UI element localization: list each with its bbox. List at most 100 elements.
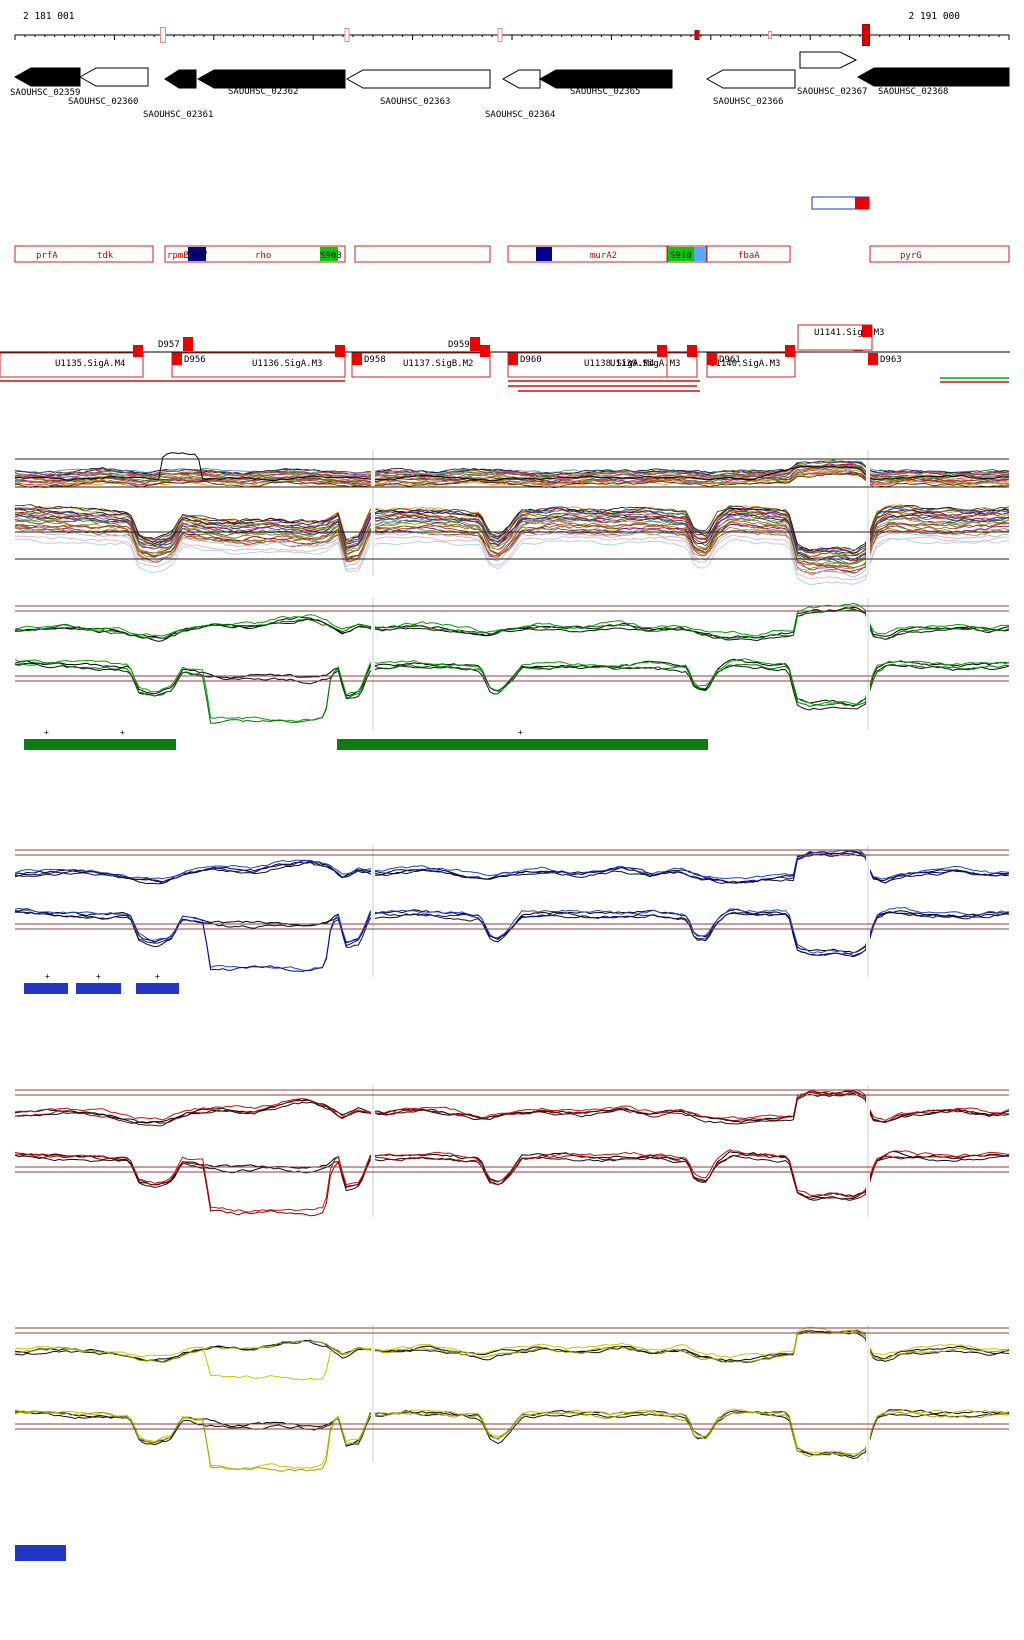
- promoter-label-D957: D957: [158, 340, 180, 350]
- panel-red: [14, 1085, 1010, 1217]
- signal-trace: [14, 534, 1010, 580]
- promoter-label-D956: D956: [184, 355, 206, 365]
- ruler-track: [14, 24, 1010, 46]
- gene-label-SAOUHSC_02366: SAOUHSC_02366: [713, 97, 783, 107]
- transcript-label-tdk: tdk: [97, 251, 114, 261]
- terminator-flag[interactable]: [133, 345, 143, 357]
- signal-trace: [14, 658, 1010, 707]
- promoter-flag-D963[interactable]: [868, 353, 878, 365]
- terminator-flag[interactable]: [480, 345, 490, 357]
- gene-arrow-SAOUHSC_02361[interactable]: [164, 69, 197, 89]
- signal-trace: [14, 460, 1010, 476]
- transcript-feature: [668, 247, 694, 261]
- signal-trace: [14, 1090, 1010, 1124]
- signal-trace: [14, 1150, 1010, 1198]
- signal-trace: [14, 1329, 1010, 1363]
- signal-trace: [14, 1410, 1009, 1472]
- gene-label-SAOUHSC_02360: SAOUHSC_02360: [68, 97, 138, 107]
- gene-label-SAOUHSC_02365: SAOUHSC_02365: [570, 87, 640, 97]
- annotation-box-U1135.SigA.M4[interactable]: [0, 352, 144, 378]
- signal-trace: [14, 1326, 1010, 1381]
- promoter-flag-D959[interactable]: [470, 337, 480, 351]
- transcript-label-rho: rho: [255, 251, 271, 261]
- promoter-label-D959: D959: [448, 340, 470, 350]
- gene-arrow-SAOUHSC_02366[interactable]: [705, 69, 796, 89]
- signal-trace: [14, 851, 1010, 884]
- annotation-box-U1139.SigA.M3[interactable]: [507, 352, 698, 378]
- panel-yellow: [14, 1325, 1010, 1472]
- gene-arrow-SAOUHSC_02363[interactable]: [345, 69, 491, 89]
- gene-arrow-SAOUHSC_02362[interactable]: [196, 69, 346, 89]
- transcript-box-prfA-tdk[interactable]: [14, 245, 154, 263]
- gene-arrow-SAOUHSC_02365[interactable]: [538, 69, 673, 89]
- transcript-box-murA2[interactable]: [507, 245, 668, 263]
- promoter-flag-D960[interactable]: [508, 353, 518, 365]
- annotation-track: U1135.SigA.M4 U1136.SigA.M3 D956 U1137.SigB…: [0, 324, 1010, 392]
- gene-label-SAOUHSC_02368: SAOUHSC_02368: [878, 87, 948, 97]
- gene-arrow-SAOUHSC_02360[interactable]: [78, 67, 149, 87]
- transcript-box-unnamed[interactable]: [354, 245, 491, 263]
- terminator-flag[interactable]: [657, 345, 667, 357]
- signal-trace: [14, 452, 1010, 482]
- signal-trace: [14, 507, 1010, 554]
- panel-overlay-all: [14, 450, 1010, 586]
- signal-trace: [14, 516, 1010, 565]
- promoter-flag-D961[interactable]: [707, 353, 717, 365]
- plus-mark: +: [120, 728, 125, 737]
- terminator-flag[interactable]: [785, 345, 795, 357]
- promoter-flag-D956[interactable]: [172, 353, 182, 365]
- blue-segment-bar[interactable]: [76, 983, 121, 994]
- signal-trace: [14, 513, 1010, 560]
- signal-trace: [14, 513, 1010, 561]
- annotation-label-U1135.SigA.M4: U1135.SigA.M4: [55, 359, 125, 369]
- transcript-box-pyrG[interactable]: [869, 245, 1010, 263]
- partial-transcript-red-segment: [855, 197, 869, 209]
- transcript-box-rpmE-rho[interactable]: [164, 245, 346, 263]
- blue-segment-bar[interactable]: [136, 983, 179, 994]
- annotation-box-U1141.SigA.M3[interactable]: [797, 324, 873, 351]
- green-segment-bar[interactable]: [24, 739, 176, 750]
- signal-trace: [14, 538, 1010, 586]
- signal-trace: [14, 609, 1010, 642]
- partial-transcript[interactable]: [811, 196, 870, 210]
- promoter-flag-D957[interactable]: [183, 337, 193, 351]
- gene-label-SAOUHSC_02361: SAOUHSC_02361: [143, 110, 213, 120]
- transcript-feature: [694, 247, 706, 261]
- green-segment-bar[interactable]: [337, 739, 708, 750]
- signal-trace: [14, 853, 1010, 885]
- signal-trace: [14, 607, 1010, 641]
- ruler-red-mark: [768, 31, 772, 39]
- ruler-start-coordinate: 2 181 001: [23, 11, 75, 22]
- gene-arrow-SAOUHSC_02367[interactable]: [799, 51, 858, 69]
- signal-trace: [14, 602, 1010, 637]
- ruler-red-mark: [862, 24, 870, 46]
- plus-mark: +: [518, 728, 523, 737]
- gene-arrow-SAOUHSC_02359[interactable]: [13, 67, 81, 87]
- promoter-label-D960: D960: [520, 355, 542, 365]
- signal-trace: [14, 1149, 1010, 1213]
- transcript-box-fbaA[interactable]: [706, 245, 791, 263]
- terminator-flag[interactable]: [862, 325, 872, 337]
- signal-trace: [14, 460, 1010, 477]
- gene-arrow-SAOUHSC_02368[interactable]: [856, 67, 1010, 87]
- signal-trace: [14, 1329, 1010, 1362]
- promoter-flag-D958[interactable]: [352, 353, 362, 365]
- gene-arrow-SAOUHSC_02364[interactable]: [501, 69, 541, 89]
- transcript-feature: [536, 247, 552, 261]
- ruler-red-mark: [160, 27, 166, 43]
- annotation-label-U1139.SigA.M3: U1139.SigA.M3: [610, 359, 680, 369]
- terminator-flag[interactable]: [335, 345, 345, 357]
- signal-trace: [14, 1409, 1010, 1458]
- transcript-label-pyrG: pyrG: [900, 251, 922, 261]
- blue-segment-bar[interactable]: [24, 983, 68, 994]
- terminator-flag[interactable]: [687, 345, 697, 357]
- transcript-feature: [320, 247, 338, 261]
- gene-label-SAOUHSC_02363: SAOUHSC_02363: [380, 97, 450, 107]
- signal-trace: [14, 473, 1010, 489]
- plus-mark: +: [155, 972, 160, 981]
- bottom-segment-bar[interactable]: [15, 1545, 66, 1561]
- signal-trace: [14, 1090, 1010, 1127]
